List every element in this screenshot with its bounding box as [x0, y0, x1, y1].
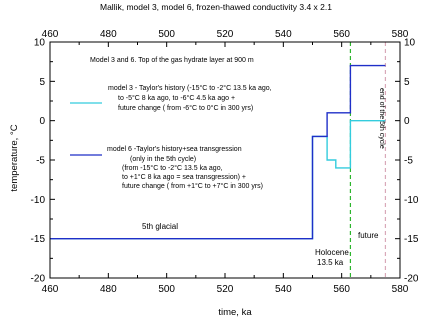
y-tick-label-right: -5: [404, 156, 413, 167]
x-tick-label-top: 460: [42, 29, 59, 40]
plot-lines: [50, 42, 387, 278]
model6-legend-line1: model 6 -Taylor's history+sea transgress…: [107, 146, 242, 153]
x-tick-label-top: 480: [100, 29, 117, 40]
holocene-age-label: 13.5 ka: [317, 258, 344, 267]
model3-legend-line3: future change ( from -6°C to 0°C in 300 …: [118, 104, 253, 112]
model3-legend-line2: to -5°C 8 ka ago, to -6°C 4.5 ka ago +: [118, 94, 235, 102]
x-tick-label-top: 520: [217, 29, 234, 40]
chart-title: Mallik, model 3, model 6, frozen-thawed …: [100, 2, 332, 12]
y-tick-label-left: -5: [36, 156, 45, 167]
y-tick-label-right: 5: [404, 77, 410, 88]
model3-legend-line1: model 3 - Taylor's history (-15°C to -2°…: [108, 84, 272, 92]
x-tick-label-top: 500: [158, 29, 175, 40]
x-tick-label-bottom: 540: [275, 284, 292, 295]
y-tick-label-left: -20: [31, 274, 46, 285]
y-tick-label-left: -10: [31, 195, 46, 206]
x-tick-label-top: 540: [275, 29, 292, 40]
model6-legend-line3: (from -15°C to -2°C 13.5 ka ago,: [122, 164, 223, 172]
y-tick-label-left: -15: [31, 234, 46, 245]
plot-frame: [49, 41, 401, 279]
end-cycle-label: end of the 5th cycle: [378, 88, 385, 149]
model6-legend-line4: to +1°C 8 ka ago = sea transgression) +: [122, 173, 246, 181]
x-tick-label-top: 580: [392, 29, 409, 40]
y-tick-label-right: 0: [404, 116, 410, 127]
model6-legend-line2: (only in the 5th cycle): [130, 156, 196, 163]
y-tick-label-left: 5: [39, 77, 45, 88]
axis-ticks: 4604604804805005005205205405405605605805…: [31, 29, 419, 295]
y-tick-label-right: 10: [404, 38, 416, 49]
y-tick-label-right: -10: [404, 195, 419, 206]
future-label: future: [358, 231, 379, 240]
y-tick-label-left: 0: [39, 116, 45, 127]
y-tick-label-right: -15: [404, 234, 419, 245]
y-tick-label-left: 10: [34, 38, 46, 49]
x-tick-label-bottom: 560: [333, 284, 350, 295]
x-axis-title: time, ka: [218, 307, 252, 318]
top-note: Model 3 and 6. Top of the gas hydrate la…: [90, 57, 254, 64]
x-tick-label-bottom: 520: [217, 284, 234, 295]
model6-legend-line5: future change ( from +1°C to +7°C in 300…: [122, 182, 263, 190]
glacial-label: 5th glacial: [142, 222, 178, 231]
x-tick-label-bottom: 480: [100, 284, 117, 295]
x-tick-label-top: 560: [333, 29, 350, 40]
y-tick-label-right: -20: [404, 274, 419, 285]
x-tick-label-bottom: 580: [392, 284, 409, 295]
series-line-model-6: [50, 64, 386, 240]
y-axis-title: temperature, °C: [9, 124, 20, 191]
x-tick-label-bottom: 460: [42, 284, 59, 295]
x-tick-label-bottom: 500: [158, 284, 175, 295]
holocene-label: Holocene: [315, 248, 349, 257]
